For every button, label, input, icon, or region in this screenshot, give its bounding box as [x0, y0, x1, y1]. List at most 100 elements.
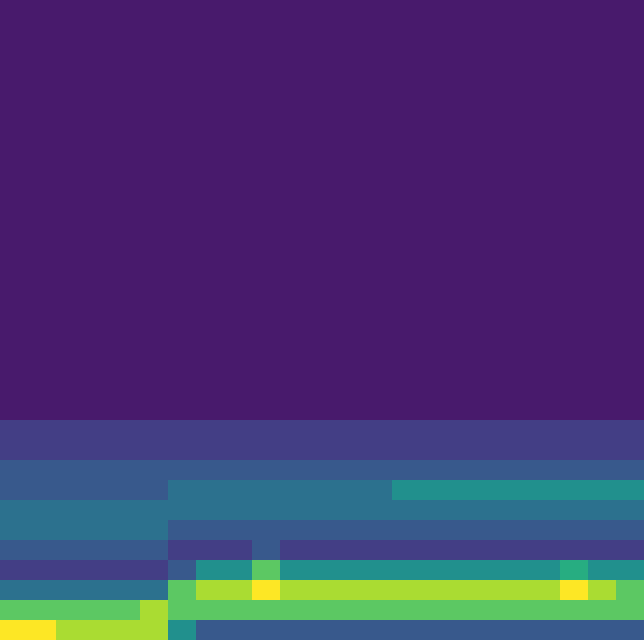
heatmap-cell — [0, 280, 29, 301]
heatmap-cell — [168, 220, 197, 241]
heatmap-cell — [28, 40, 57, 61]
heatmap-cell — [28, 500, 57, 521]
heatmap-cell — [224, 380, 253, 401]
heatmap-cell — [84, 300, 113, 321]
heatmap-cell — [112, 60, 141, 81]
heatmap-cell — [392, 520, 421, 541]
heatmap-cell — [168, 400, 197, 421]
heatmap-cell — [336, 240, 365, 261]
heatmap-cell — [28, 380, 57, 401]
heatmap-cell — [84, 160, 113, 181]
heatmap-cell — [28, 220, 57, 241]
heatmap-cell — [504, 380, 533, 401]
heatmap-cell — [560, 520, 589, 541]
heatmap-cell — [420, 140, 449, 161]
heatmap-cell — [28, 120, 57, 141]
heatmap-cell — [616, 60, 644, 81]
heatmap-cell — [588, 200, 617, 221]
heatmap-cell — [112, 500, 141, 521]
heatmap-cell — [392, 280, 421, 301]
heatmap-cell — [560, 300, 589, 321]
heatmap-cell — [56, 280, 85, 301]
heatmap-cell — [336, 20, 365, 41]
heatmap-cell — [168, 440, 197, 461]
heatmap-cell — [112, 360, 141, 381]
heatmap-cell — [448, 160, 477, 181]
heatmap-cell — [504, 420, 533, 441]
heatmap-cell — [252, 600, 281, 621]
heatmap-cell — [616, 0, 644, 21]
heatmap-cell — [308, 260, 337, 281]
heatmap-chart — [0, 0, 644, 640]
heatmap-cell — [420, 360, 449, 381]
heatmap-cell — [280, 340, 309, 361]
heatmap-cell — [476, 40, 505, 61]
heatmap-cell — [0, 260, 29, 281]
heatmap-cell — [28, 20, 57, 41]
heatmap-cell — [504, 440, 533, 461]
heatmap-cell — [84, 440, 113, 461]
heatmap-cell — [308, 60, 337, 81]
heatmap-cell — [420, 220, 449, 241]
heatmap-cell — [504, 600, 533, 621]
heatmap-cell — [476, 460, 505, 481]
heatmap-cell — [588, 540, 617, 561]
heatmap-cell — [532, 500, 561, 521]
heatmap-cell — [252, 440, 281, 461]
heatmap-cell — [476, 220, 505, 241]
heatmap-cell — [28, 580, 57, 601]
heatmap-cell — [364, 460, 393, 481]
heatmap-cell — [336, 360, 365, 381]
heatmap-cell — [616, 260, 644, 281]
heatmap-cell — [280, 300, 309, 321]
heatmap-cell — [616, 500, 644, 521]
heatmap-cell — [112, 140, 141, 161]
heatmap-cell — [532, 140, 561, 161]
heatmap-cell — [420, 620, 449, 640]
heatmap-cell — [56, 20, 85, 41]
heatmap-cell — [420, 500, 449, 521]
heatmap-cell — [56, 380, 85, 401]
heatmap-cell — [364, 480, 393, 501]
heatmap-cell — [0, 440, 29, 461]
heatmap-cell — [364, 600, 393, 621]
heatmap-cell — [560, 580, 589, 601]
heatmap-cell — [140, 0, 169, 21]
heatmap-cell — [448, 220, 477, 241]
heatmap-cell — [588, 560, 617, 581]
heatmap-cell — [308, 360, 337, 381]
heatmap-cell — [336, 40, 365, 61]
heatmap-cell — [0, 340, 29, 361]
heatmap-cell — [336, 280, 365, 301]
heatmap-cell — [448, 440, 477, 461]
heatmap-cell — [588, 520, 617, 541]
heatmap-cell — [532, 180, 561, 201]
heatmap-cell — [28, 560, 57, 581]
heatmap-cell — [420, 480, 449, 501]
heatmap-cell — [224, 440, 253, 461]
heatmap-cell — [252, 460, 281, 481]
heatmap-cell — [392, 440, 421, 461]
heatmap-cell — [476, 380, 505, 401]
heatmap-cell — [168, 200, 197, 221]
heatmap-cell — [588, 460, 617, 481]
heatmap-cell — [364, 320, 393, 341]
heatmap-cell — [504, 120, 533, 141]
heatmap-cell — [140, 120, 169, 141]
heatmap-cell — [252, 580, 281, 601]
heatmap-cell — [476, 360, 505, 381]
heatmap-cell — [364, 420, 393, 441]
heatmap-cell — [532, 220, 561, 241]
heatmap-cell — [280, 560, 309, 581]
heatmap-cell — [280, 200, 309, 221]
heatmap-cell — [560, 420, 589, 441]
heatmap-cell — [476, 600, 505, 621]
heatmap-cell — [420, 440, 449, 461]
heatmap-cell — [84, 600, 113, 621]
heatmap-cell — [588, 0, 617, 21]
heatmap-cell — [336, 560, 365, 581]
heatmap-cell — [420, 240, 449, 261]
heatmap-cell — [560, 220, 589, 241]
heatmap-cell — [112, 420, 141, 441]
heatmap-cell — [448, 580, 477, 601]
